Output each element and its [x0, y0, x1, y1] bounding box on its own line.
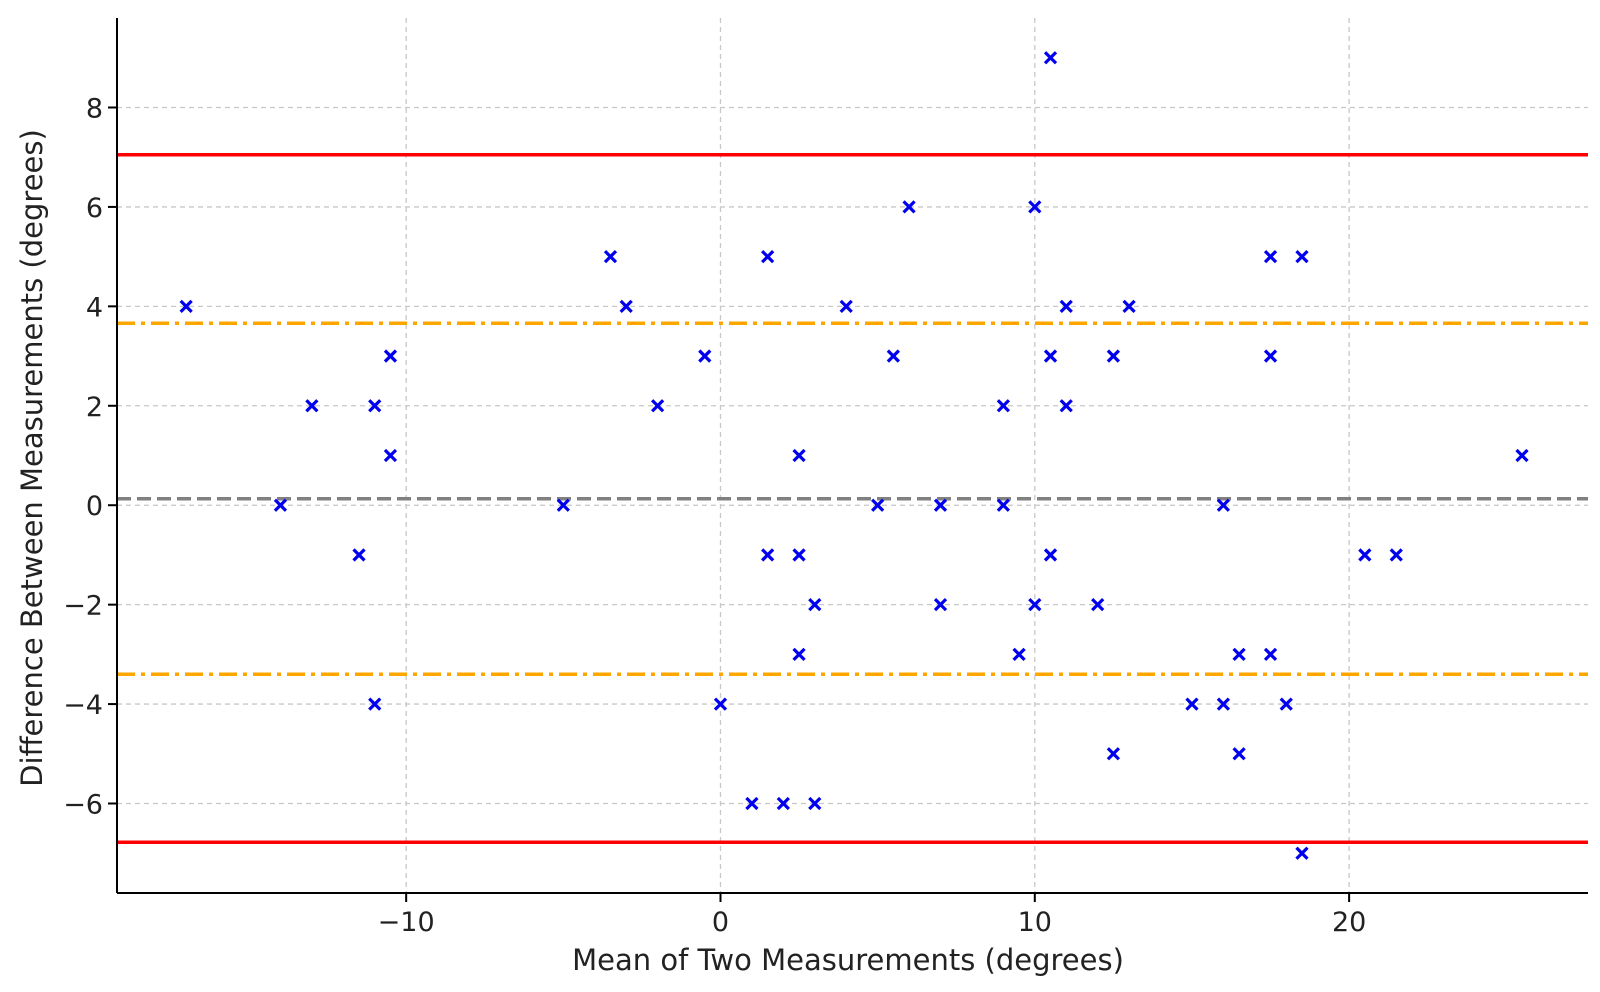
y-tick-label: 4 [86, 292, 103, 323]
data-point [1012, 647, 1026, 661]
x-tick-label: −10 [378, 907, 435, 938]
data-point [368, 399, 382, 413]
data-point [1185, 697, 1199, 711]
data-point [1389, 548, 1403, 562]
x-ticks: −10 0 10 20 [378, 893, 1366, 938]
y-tick-label: 6 [86, 193, 103, 224]
data-point [761, 548, 775, 562]
data-point [1043, 51, 1058, 65]
data-point [1232, 647, 1246, 661]
data-point [1295, 846, 1309, 860]
data-point [383, 349, 398, 363]
data-point [1279, 697, 1293, 711]
data-point [839, 299, 853, 313]
y-axis-label: Difference Between Measurements (degrees… [15, 129, 49, 787]
data-point [808, 796, 822, 811]
reference-lines [117, 152, 1588, 845]
data-point [1028, 200, 1042, 214]
grid [117, 18, 1588, 893]
data-point [1106, 349, 1121, 363]
data-point [902, 200, 916, 214]
data-point [713, 697, 728, 711]
data-point [808, 598, 822, 612]
data-point [871, 498, 885, 512]
data-point [368, 697, 382, 711]
data-point [1043, 349, 1058, 363]
data-point [619, 299, 633, 313]
data-point [1295, 250, 1309, 264]
data-point [792, 548, 806, 562]
data-point [603, 250, 618, 264]
data-point [1263, 647, 1278, 661]
y-tick-label: 0 [86, 491, 103, 522]
data-point [1059, 299, 1073, 313]
data-point [776, 796, 790, 811]
data-point [179, 299, 193, 313]
data-point [1232, 747, 1246, 761]
y-tick-label: −2 [63, 591, 103, 622]
data-point [383, 448, 398, 463]
data-point [305, 399, 319, 413]
data-point [886, 349, 900, 363]
data-point [650, 399, 665, 413]
data-point [1216, 697, 1231, 711]
data-point [1358, 548, 1372, 562]
data-points [179, 51, 1529, 860]
data-point [556, 498, 570, 512]
data-point [273, 498, 288, 512]
data-point [352, 548, 366, 562]
data-point [792, 647, 806, 661]
data-point [933, 498, 948, 512]
data-point [1263, 349, 1278, 363]
data-point [745, 796, 759, 811]
axes [116, 18, 1588, 894]
y-tick-label: −6 [63, 790, 103, 821]
y-tick-label: 8 [86, 93, 103, 124]
data-point [1263, 250, 1278, 264]
data-point [1106, 747, 1121, 761]
x-axis-label: Mean of Two Measurements (degrees) [572, 943, 1124, 977]
data-point [1515, 448, 1529, 463]
data-point [1059, 399, 1073, 413]
x-tick-label: 20 [1332, 907, 1366, 938]
y-tick-label: 2 [86, 392, 103, 423]
x-tick-label: 10 [1018, 907, 1052, 938]
data-point [996, 399, 1011, 413]
data-point [1122, 299, 1136, 313]
data-point [792, 448, 806, 463]
data-point [996, 498, 1011, 512]
data-point [1091, 598, 1105, 612]
y-tick-label: −4 [63, 690, 103, 721]
y-ticks: −6 −4 −2 0 2 4 6 8 [63, 93, 117, 821]
data-point [1028, 598, 1042, 612]
data-point [1043, 548, 1058, 562]
x-tick-label: 0 [712, 907, 729, 938]
data-point [1216, 498, 1231, 512]
data-point [698, 349, 712, 363]
data-point [761, 250, 775, 264]
data-point [933, 598, 948, 612]
